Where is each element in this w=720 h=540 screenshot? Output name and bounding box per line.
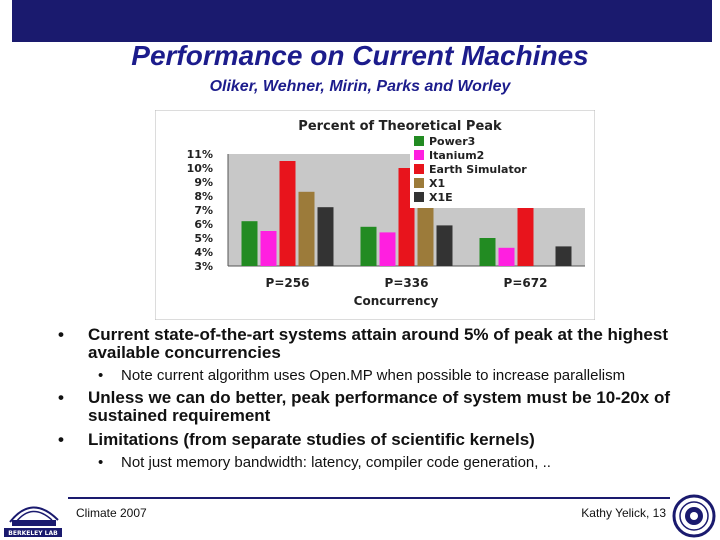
y-tick-labels: 3%4%5%6%7%8%9%10%11% [187, 148, 213, 273]
bar-itanium2 [498, 247, 515, 266]
y-tick-label: 9% [194, 176, 213, 189]
sub-bullet-item: • Note current algorithm uses Open.MP whe… [98, 367, 626, 384]
bar-chart: Percent of Theoretical Peak Concurrency … [155, 110, 595, 320]
footer-author-page: Kathy Yelick, 13 [581, 506, 666, 520]
y-tick-label: 5% [194, 232, 213, 245]
footer-divider [68, 497, 670, 499]
legend-swatch [414, 164, 424, 174]
bullet-item: • Unless we can do better, peak performan… [58, 388, 670, 425]
bar-x1e [555, 246, 572, 266]
legend-label: Power3 [429, 135, 475, 148]
bar-power3 [241, 221, 258, 266]
chart-title: Percent of Theoretical Peak [298, 119, 502, 134]
bar-earth-simulator [279, 161, 296, 266]
slide-subtitle: Oliker, Wehner, Mirin, Parks and Worley [209, 78, 511, 95]
y-tick-label: 8% [194, 190, 213, 203]
y-tick-label: 10% [187, 162, 213, 175]
x-tick-label: P=336 [385, 276, 429, 290]
y-tick-label: 11% [187, 148, 213, 161]
bar-x1e [317, 207, 334, 266]
bar-x1e [436, 225, 453, 266]
legend-swatch [414, 178, 424, 188]
svg-text:BERKELEY LAB: BERKELEY LAB [8, 530, 58, 537]
bullet-item: • Limitations (from separate studies of s… [58, 430, 535, 449]
university-seal-icon [672, 494, 716, 538]
legend-box [410, 132, 585, 208]
legend-label: X1 [429, 177, 445, 190]
legend-label: Itanium2 [429, 149, 484, 162]
y-tick-label: 7% [194, 204, 213, 217]
bullet-item: • Current state-of-the-art systems attain… [58, 325, 668, 362]
legend-label: X1E [429, 191, 453, 204]
x-axis-label: Concurrency [354, 294, 439, 308]
bars [241, 161, 572, 266]
bar-itanium2 [379, 232, 396, 266]
x-tick-label: P=672 [504, 276, 548, 290]
header-bar [12, 0, 712, 42]
bar-x1 [298, 191, 315, 266]
y-tick-label: 3% [194, 260, 213, 273]
slide-title: Performance on Current Machines [131, 40, 589, 71]
y-tick-label: 6% [194, 218, 213, 231]
legend-swatch [414, 192, 424, 202]
y-tick-label: 4% [194, 246, 213, 259]
berkeley-lab-logo: BERKELEY LAB [4, 506, 62, 537]
bar-power3 [479, 238, 496, 266]
legend-swatch [414, 150, 424, 160]
sub-bullet-item: • Not just memory bandwidth: latency, com… [98, 454, 551, 471]
x-tick-label: P=256 [266, 276, 310, 290]
footer-event: Climate 2007 [76, 506, 147, 520]
bar-earth-simulator [517, 207, 534, 266]
bar-x1 [417, 200, 434, 266]
bar-itanium2 [260, 231, 277, 266]
bullet-list: • Current state-of-the-art systems attain… [58, 325, 698, 471]
x-tick-labels: P=256 P=336 P=672 [266, 276, 548, 290]
legend-label: Earth Simulator [429, 163, 527, 176]
legend-swatch [414, 136, 424, 146]
bar-power3 [360, 226, 377, 266]
